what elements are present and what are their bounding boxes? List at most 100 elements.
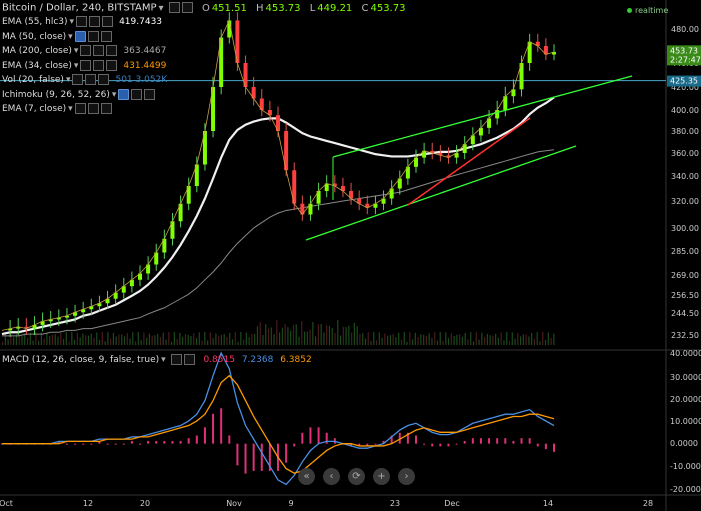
volume-bar [464, 332, 466, 345]
indicator-legend-row[interactable]: EMA (34, close) ▾ 431.4499 [2, 59, 167, 71]
macd-histogram-bar [130, 440, 133, 444]
candle-body [373, 203, 378, 208]
macd-label[interactable]: MACD (12, 26, close, 9, false, true) [2, 355, 160, 365]
settings-icon[interactable] [93, 59, 105, 71]
reset-chart-button[interactable]: ⟳ [348, 468, 365, 485]
indicator-legend-row[interactable]: Vol (20, false) ▾ 501 3.052K [2, 74, 168, 85]
volume-bar [547, 332, 549, 345]
indicator-legend-row[interactable]: EMA (55, hlc3) ▾ 419.7433 [2, 16, 163, 27]
visibility-toggle-icon[interactable] [76, 16, 88, 27]
candle-body [73, 312, 78, 316]
volume-bar [18, 335, 20, 345]
volume-bar [162, 332, 164, 345]
remove-icon[interactable] [106, 45, 118, 56]
macd-settings-button[interactable] [170, 354, 182, 365]
macd-histogram-bar [439, 443, 442, 447]
volume-bar [447, 338, 450, 345]
indicator-label[interactable]: Vol (20, false) [2, 75, 64, 85]
symbol-header: Bitcoin / Dollar, 240, BITSTAMP ▾ O 451.51… [2, 2, 406, 14]
compare-button[interactable] [181, 2, 193, 13]
volume-bar [51, 334, 54, 345]
candle-body [138, 273, 142, 280]
macd-histogram-bar [98, 440, 101, 444]
indicator-label[interactable]: Ichimoku (9, 26, 52, 26) [2, 89, 110, 100]
indicator-legend-row[interactable]: MA (200, close) ▾ 363.4467 [2, 45, 167, 56]
settings-icon[interactable] [87, 30, 99, 42]
indicator-legend-row[interactable]: MA (50, close) ▾ [2, 30, 118, 42]
visibility-toggle-icon[interactable] [80, 45, 92, 56]
macd-histogram-bar [114, 443, 117, 445]
volume-bar [279, 332, 281, 345]
settings-icon[interactable] [89, 16, 101, 27]
macd-histogram-bar [374, 443, 377, 445]
volume-bar [154, 335, 156, 345]
volume-bar [251, 333, 253, 345]
volume-bar [389, 335, 391, 345]
volume-bar [392, 333, 394, 345]
line-price-label: 425.35 [670, 77, 698, 86]
volume-bar [425, 335, 428, 345]
volume-bar [281, 327, 283, 345]
indicator-label[interactable]: EMA (34, close) [2, 60, 72, 71]
volume-bar [403, 332, 405, 345]
indicator-legend-row[interactable]: EMA (7, close) ▾ [2, 103, 118, 114]
volume-bar [370, 341, 372, 345]
volume-bar [215, 333, 217, 345]
volume-bar [13, 337, 15, 345]
settings-icon[interactable] [93, 45, 105, 56]
settings-button[interactable] [168, 2, 180, 13]
volume-bar [74, 339, 76, 345]
settings-icon[interactable] [87, 103, 99, 114]
indicator-legend-row[interactable]: Ichimoku (9, 26, 52, 26) ▾ [2, 88, 161, 100]
volume-bar [26, 338, 29, 345]
remove-icon[interactable] [100, 103, 112, 114]
macd-histogram-bar [358, 443, 361, 447]
price-tick-label: 320.00 [671, 197, 699, 206]
remove-icon[interactable] [102, 16, 114, 27]
candle-body [397, 178, 402, 189]
volume-bar [57, 336, 59, 345]
indicator-label[interactable]: MA (200, close) [2, 46, 72, 56]
macd-histogram-bar [520, 438, 523, 444]
volume-bar [533, 338, 536, 345]
remove-icon[interactable] [106, 59, 118, 71]
scroll-left-button[interactable]: ‹ [323, 468, 340, 485]
macd-histogram-bar [496, 438, 499, 444]
volume-bar [126, 333, 128, 345]
settings-icon[interactable] [85, 74, 97, 85]
candle-body [324, 183, 329, 191]
scroll-right-button[interactable]: › [398, 468, 415, 485]
volume-bar [137, 332, 139, 345]
visibility-toggle-icon[interactable] [118, 88, 130, 100]
remove-icon[interactable] [144, 88, 156, 100]
indicator-label[interactable]: EMA (7, close) [2, 104, 67, 114]
upper-channel-line [332, 75, 633, 158]
indicator-label[interactable]: EMA (55, hlc3) [2, 17, 68, 27]
candle-body [365, 203, 370, 208]
volume-bar [173, 332, 175, 345]
settings-icon[interactable] [131, 88, 143, 100]
remove-icon[interactable] [100, 30, 112, 42]
zoom-in-button[interactable]: + [373, 468, 390, 485]
macd-close-button[interactable] [183, 354, 195, 365]
candle-body [487, 118, 492, 128]
visibility-toggle-icon[interactable] [74, 103, 86, 114]
candle-body [251, 87, 256, 99]
visibility-toggle-icon[interactable] [72, 74, 84, 85]
time-tick-label: 9 [288, 499, 293, 508]
candle-body [470, 135, 475, 145]
volume-bar [431, 338, 433, 345]
macd-histogram-bar [512, 440, 515, 444]
indicator-label[interactable]: MA (50, close) [2, 31, 67, 42]
remove-icon[interactable] [98, 74, 110, 85]
macd-histogram-bar [155, 440, 158, 444]
candle-body [32, 324, 37, 329]
volume-bar [517, 333, 519, 345]
visibility-toggle-icon[interactable] [74, 30, 86, 42]
candle-body [8, 328, 13, 331]
scroll-start-button[interactable]: « [298, 468, 315, 485]
symbol-title[interactable]: Bitcoin / Dollar, 240, BITSTAMP [2, 2, 157, 14]
macd-histogram-bar [74, 443, 77, 445]
visibility-toggle-icon[interactable] [80, 59, 92, 71]
